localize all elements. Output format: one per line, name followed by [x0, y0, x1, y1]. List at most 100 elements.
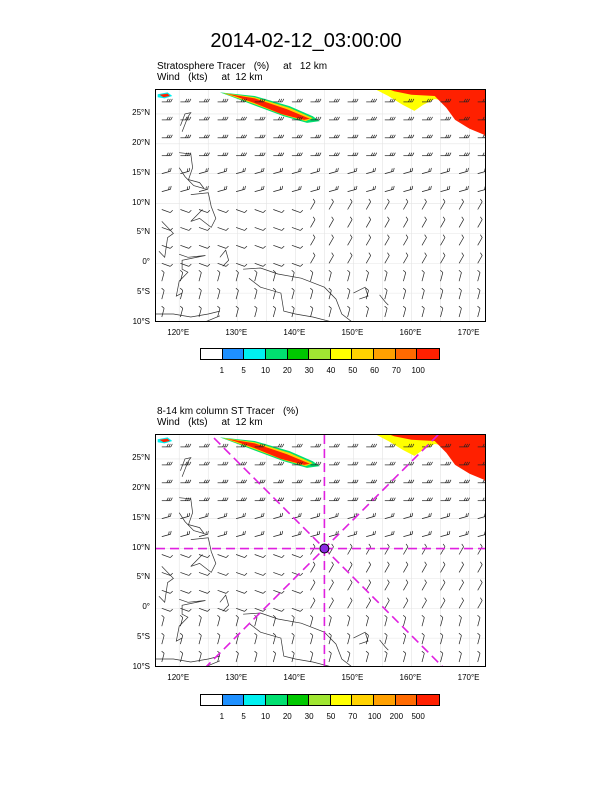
wind-barb: [365, 234, 372, 246]
wind-barb: [161, 554, 173, 558]
wind-barb: [291, 116, 303, 121]
wind-barb: [328, 305, 332, 318]
wind-barb: [198, 572, 211, 576]
wind-barb: [384, 252, 390, 264]
wind-barb: [254, 554, 266, 558]
wind-barb: [458, 270, 462, 282]
wind-barb: [217, 554, 229, 558]
wind-barb: [477, 479, 485, 484]
wind-barb: [273, 185, 284, 192]
coastline: [158, 566, 174, 604]
wind-barb: [421, 287, 425, 300]
wind-barb: [347, 443, 359, 448]
wind-barb: [198, 650, 202, 663]
wind-barb: [198, 607, 211, 612]
wind-barb: [291, 185, 302, 192]
wind-barb: [440, 561, 446, 573]
wind-barb: [347, 234, 353, 246]
wind-barb: [347, 632, 351, 645]
wind-barb: [161, 479, 173, 484]
wind-barb: [161, 244, 173, 249]
wind-barb: [403, 234, 409, 246]
wind-barb: [199, 152, 210, 157]
wind-barb: [161, 572, 173, 576]
wind-barb: [161, 134, 173, 139]
wind-barb: [180, 152, 192, 157]
wind-barb: [328, 632, 332, 645]
wind-barb: [384, 287, 388, 300]
wind-barb: [440, 512, 451, 519]
wind-barb: [254, 461, 266, 466]
wind-barb: [236, 134, 247, 139]
wind-barb: [477, 561, 483, 573]
wind-barb: [291, 554, 304, 558]
wind-barb: [254, 134, 266, 139]
wind-barb: [458, 579, 464, 591]
lon-tick-label: 120°E: [167, 673, 190, 682]
wind-barb: [198, 209, 211, 213]
wind-barb: [477, 116, 485, 121]
wind-barb: [347, 597, 353, 609]
coastline: [180, 457, 192, 477]
wind-barb: [180, 443, 192, 448]
wind-barb: [328, 530, 339, 537]
wind-barb: [365, 270, 369, 282]
wind-barb: [273, 512, 284, 519]
lat-tick-label: 15°N: [132, 512, 150, 522]
wind-barb: [421, 530, 432, 537]
wind-barb: [477, 443, 485, 448]
wind-barb: [254, 209, 266, 213]
wind-barb: [254, 98, 266, 103]
wind-barb: [403, 152, 415, 157]
panel2-colorbar: [200, 694, 440, 706]
wind-barb: [421, 216, 427, 228]
wind-barb: [328, 597, 334, 609]
colorbar-label: 70: [348, 712, 358, 721]
lon-tick-label: 150°E: [341, 328, 364, 337]
wind-barb: [458, 234, 464, 246]
wind-barb: [310, 234, 316, 246]
wind-barb: [199, 497, 210, 502]
wind-barb: [459, 152, 470, 157]
wind-barb: [161, 185, 172, 192]
panel1-map: [155, 89, 486, 322]
wind-barb: [440, 530, 451, 537]
colorbar-label: 50: [326, 712, 336, 721]
wind-barb: [180, 479, 192, 484]
wind-barb: [161, 262, 173, 267]
colorbar-label: 5: [241, 712, 246, 721]
wind-barb: [254, 262, 266, 267]
coastline: [156, 310, 220, 318]
wind-barb: [235, 305, 239, 318]
wind-barb: [347, 98, 359, 103]
wind-barb: [235, 270, 239, 282]
colorbar-label: 10: [261, 712, 270, 721]
wind-barb: [180, 512, 191, 519]
wind-barb: [161, 443, 173, 448]
wind-barb: [365, 198, 372, 210]
wind-barb: [365, 615, 369, 627]
wind-barb: [458, 543, 464, 555]
wind-barb: [291, 615, 295, 627]
wind-barb: [180, 244, 192, 249]
tracer-left-core: [159, 438, 170, 443]
lon-tick-label: 130°E: [225, 328, 248, 337]
lat-tick-label: 15°N: [132, 167, 150, 177]
wind-barb: [236, 461, 247, 466]
wind-barb: [161, 305, 165, 318]
wind-barb: [329, 134, 340, 139]
wind-barb: [384, 134, 396, 139]
wind-barb: [421, 650, 425, 663]
wind-barb: [235, 244, 248, 249]
wind-barb: [235, 227, 248, 231]
wind-barb: [365, 632, 369, 645]
wind-barb: [347, 305, 351, 318]
wind-barb: [217, 152, 229, 157]
colorbar-swatch: [395, 349, 418, 359]
wind-barb: [254, 152, 266, 157]
wind-barb: [310, 443, 322, 448]
lat-tick-label: 5°S: [137, 287, 150, 297]
colorbar-label: 200: [389, 712, 404, 721]
wind-barb: [199, 116, 210, 121]
wind-barb: [347, 615, 351, 627]
